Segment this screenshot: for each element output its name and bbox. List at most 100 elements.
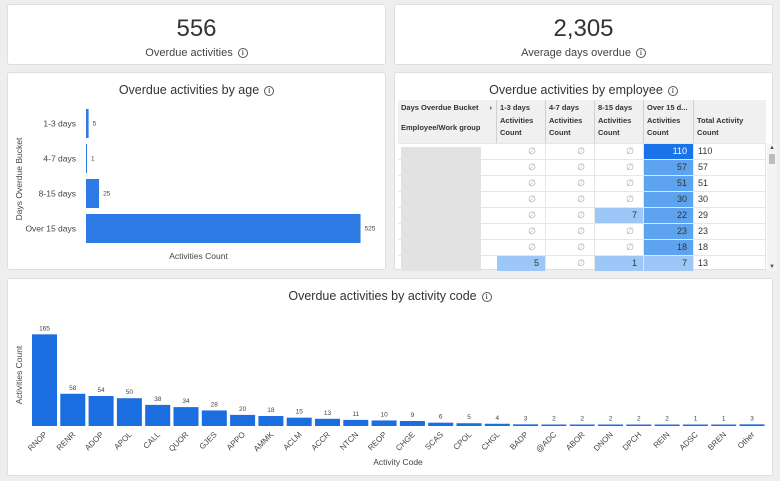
measure-header[interactable]: Activities Count: [546, 113, 595, 143]
code-x-axis-label: Activity Code: [373, 457, 423, 467]
age-tick-label: 8-15 days: [39, 189, 76, 199]
code-bar[interactable]: [739, 424, 765, 426]
null-cell: ∅: [595, 192, 644, 207]
table-row[interactable]: ∅ ∅ ∅ 23 23: [398, 223, 766, 239]
code-bar[interactable]: [230, 414, 256, 426]
code-bar[interactable]: [258, 416, 284, 426]
code-data-label: 54: [97, 387, 105, 394]
col-header-4-7[interactable]: 4-7 days: [546, 100, 595, 113]
code-bar[interactable]: [682, 424, 708, 427]
measure-header[interactable]: Activities Count: [497, 113, 546, 143]
count-cell: 18: [644, 240, 694, 255]
code-bar[interactable]: [32, 334, 57, 426]
code-bar[interactable]: [201, 410, 227, 426]
code-data-label: 18: [267, 407, 275, 414]
code-data-label: 9: [411, 412, 415, 419]
code-data-label: 165: [39, 325, 50, 332]
code-data-label: 15: [296, 409, 304, 416]
col-header-over-15[interactable]: Over 15 d...: [644, 100, 694, 113]
code-data-label: 20: [239, 406, 247, 413]
info-icon[interactable]: i: [481, 291, 492, 302]
table-row[interactable]: ∅ ∅ ∅ 110 110: [398, 143, 766, 159]
table-row[interactable]: 5 ∅ 1 7 13: [398, 255, 766, 271]
employee-table-title: Overdue activities by employee i: [395, 83, 772, 97]
code-bar[interactable]: [173, 407, 199, 426]
code-bar[interactable]: [456, 423, 482, 426]
code-bar[interactable]: [399, 421, 425, 426]
age-x-axis-label: Activities Count: [169, 251, 228, 261]
code-bar[interactable]: [513, 424, 539, 426]
code-tick-label: BADP: [508, 430, 530, 452]
code-bar[interactable]: [371, 420, 397, 426]
age-data-label: 525: [365, 226, 376, 233]
age-bar-chart: 1-3 days 5 4-7 days 1 8-15 days 25 Over 15 day…: [14, 109, 376, 261]
null-cell: ∅: [595, 160, 644, 175]
total-header[interactable]: Total Activity Count: [697, 116, 744, 137]
info-icon[interactable]: i: [667, 85, 678, 96]
code-bar[interactable]: [484, 423, 510, 426]
chevron-right-icon[interactable]: ›: [489, 103, 493, 112]
code-bar[interactable]: [541, 424, 567, 427]
scroll-down-icon[interactable]: ▼: [769, 264, 775, 270]
count-cell: 1: [595, 256, 644, 271]
table-row[interactable]: ∅ ∅ ∅ 18 18: [398, 239, 766, 255]
code-bar[interactable]: [286, 417, 312, 426]
table-row[interactable]: ∅ ∅ 7 22 29: [398, 207, 766, 223]
kpi-value: 2,305: [553, 15, 614, 42]
col-header-1-3[interactable]: 1-3 days: [497, 100, 546, 113]
age-bar[interactable]: [86, 109, 89, 138]
null-cell: ∅: [497, 192, 546, 207]
employee-header[interactable]: Employee/Work group: [398, 113, 497, 143]
code-data-label: 4: [495, 415, 499, 422]
bucket-header[interactable]: Days Overdue Bucket ›: [398, 100, 497, 113]
scroll-thumb[interactable]: [769, 154, 775, 164]
kpi-label: Overdue activities i: [8, 47, 385, 59]
age-bar[interactable]: [86, 144, 87, 173]
code-bar[interactable]: [343, 419, 369, 426]
age-data-label: 25: [103, 191, 111, 198]
code-bar[interactable]: [654, 424, 680, 427]
col-header-8-15[interactable]: 8-15 days: [595, 100, 644, 113]
info-icon[interactable]: i: [237, 48, 248, 59]
code-bar[interactable]: [116, 398, 142, 426]
table-scrollbar[interactable]: ▲ ▼: [767, 144, 777, 271]
code-bar[interactable]: [315, 418, 340, 426]
code-data-label: 2: [637, 416, 641, 423]
null-cell: ∅: [546, 256, 595, 271]
info-icon[interactable]: i: [264, 85, 275, 96]
measure-header[interactable]: Activities Count: [644, 113, 694, 143]
code-bar[interactable]: [569, 424, 595, 427]
code-tick-label: REOP: [366, 430, 388, 452]
age-tick-label: 1-3 days: [43, 119, 76, 129]
null-cell: ∅: [595, 240, 644, 255]
code-bar[interactable]: [428, 422, 454, 426]
age-bar[interactable]: [86, 179, 100, 208]
table-row[interactable]: ∅ ∅ ∅ 30 30: [398, 191, 766, 207]
age-chart-title-text: Overdue activities by age: [118, 83, 260, 97]
code-bar[interactable]: [88, 396, 114, 426]
code-data-label: 2: [609, 416, 613, 423]
code-tick-label: GJES: [198, 430, 219, 451]
total-cell: 29: [694, 208, 766, 223]
table-row[interactable]: ∅ ∅ ∅ 51 51: [398, 175, 766, 191]
age-chart-card: Overdue activities by age i 1-3 days 5 4-7 …: [7, 72, 386, 270]
count-cell: 5: [497, 256, 546, 271]
code-bar[interactable]: [626, 424, 652, 427]
code-bar[interactable]: [60, 393, 86, 426]
age-bar[interactable]: [86, 214, 361, 243]
null-cell: ∅: [546, 160, 595, 175]
null-cell: ∅: [546, 144, 595, 159]
code-tick-label: RNOP: [26, 430, 49, 453]
table-row[interactable]: ∅ ∅ ∅ 57 57: [398, 159, 766, 175]
code-chart-title-text: Overdue activities by activity code: [288, 289, 477, 303]
code-chart-card: Overdue activities by activity code i 165…: [7, 278, 773, 476]
code-chart-title: Overdue activities by activity code i: [8, 289, 772, 303]
code-tick-label: CALL: [142, 430, 163, 451]
code-bar[interactable]: [598, 424, 623, 427]
scroll-up-icon[interactable]: ▲: [769, 145, 775, 151]
info-icon[interactable]: i: [635, 48, 646, 59]
table-header-measures: Employee/Work group Activities Count Act…: [398, 113, 766, 143]
code-bar[interactable]: [145, 404, 171, 426]
measure-header[interactable]: Activities Count: [595, 113, 644, 143]
code-bar[interactable]: [711, 424, 737, 427]
